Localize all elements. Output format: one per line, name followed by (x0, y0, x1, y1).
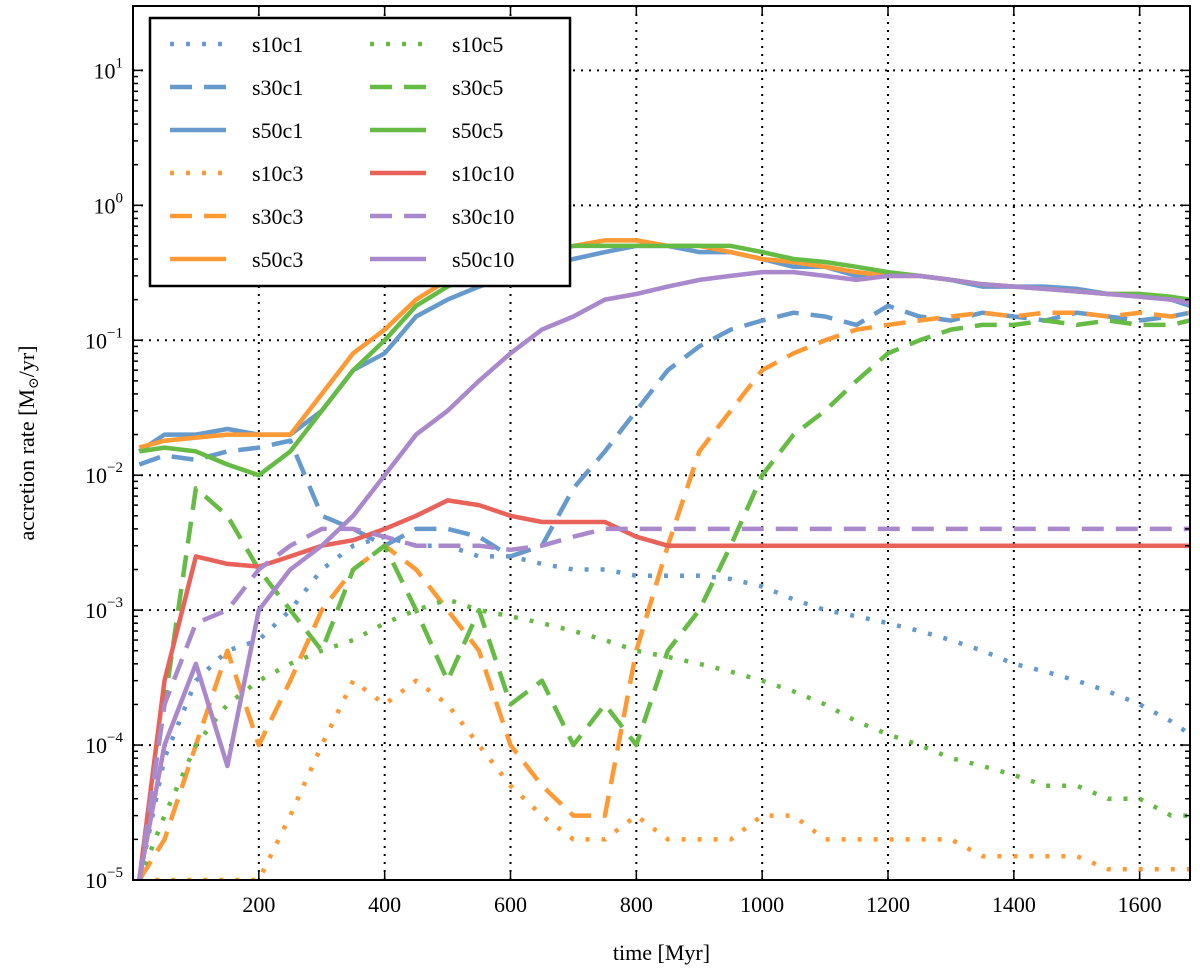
legend-label-s30c5: s30c5 (452, 75, 503, 100)
legend-label-s10c5: s10c5 (452, 32, 503, 57)
y-tick-label: 100 (94, 190, 124, 218)
y-tick-label: 10−3 (85, 595, 123, 623)
x-tick-label: 1000 (740, 892, 784, 917)
legend-box (148, 16, 572, 288)
series-s30c1 (138, 303, 1190, 559)
y-tick-label: 101 (94, 55, 124, 83)
series-s10c3 (139, 678, 1190, 880)
x-tick-label: 200 (242, 892, 275, 917)
x-tick-label: 1400 (992, 892, 1036, 917)
x-tick-label: 1200 (866, 892, 910, 917)
y-axis-label-main: accretion rate [M (14, 389, 39, 540)
y-tick-base: 10 (85, 598, 107, 623)
y-tick-base: 10 (85, 868, 107, 893)
y-tick-base: 10 (85, 733, 107, 758)
x-tick-label: 1600 (1118, 892, 1162, 917)
y-tick-base: 10 (94, 58, 116, 83)
series-s10c10 (137, 498, 1190, 880)
y-tick-base: 10 (85, 463, 107, 488)
y-tick-exponent: −1 (107, 325, 123, 341)
y-tick-exponent: −4 (107, 730, 123, 746)
y-tick-exponent: 1 (116, 55, 124, 71)
x-axis-label: time [Myr] (613, 940, 710, 965)
x-tick-label: 600 (494, 892, 527, 917)
y-tick-exponent: −2 (107, 460, 123, 476)
legend-label-s10c3: s10c3 (252, 161, 303, 186)
legend-label-s30c3: s30c3 (252, 204, 303, 229)
y-axis-label: accretion rate [M⊙/yr] (14, 346, 42, 541)
legend-label-s50c5: s50c5 (452, 118, 503, 143)
series-s50c10 (137, 269, 1190, 880)
legend-label-s50c3: s50c3 (252, 247, 303, 272)
legend-label-s10c10: s10c10 (452, 161, 514, 186)
legend-label-s30c1: s30c1 (252, 75, 303, 100)
series-s30c5 (137, 318, 1190, 880)
y-tick-label: 10−1 (85, 325, 123, 353)
y-axis-label-tail: /yr] (14, 346, 39, 378)
legend: s10c1 s30c1 s50c1 s10c3 s30c3 s50c3 s10c5 s30c5… (148, 16, 572, 288)
legend-label-s50c10: s50c10 (452, 247, 514, 272)
y-tick-exponent: −3 (107, 595, 123, 611)
plot-frame (132, 5, 1191, 881)
y-tick-base: 10 (94, 193, 116, 218)
y-tick-exponent: 0 (116, 190, 124, 206)
y-tick-label: 10−5 (85, 865, 123, 893)
legend-label-s10c1: s10c1 (252, 32, 303, 57)
legend-label-s30c10: s30c10 (452, 204, 514, 229)
y-tick-exponent: −5 (107, 865, 123, 881)
x-tick-label: 800 (620, 892, 653, 917)
series-group (137, 238, 1190, 880)
y-tick-label: 10−2 (85, 460, 123, 488)
y-tick-label: 10−4 (85, 730, 123, 758)
series-s10c1 (137, 534, 1190, 880)
y-tick-base: 10 (85, 328, 107, 353)
legend-label-s50c1: s50c1 (252, 118, 303, 143)
series-s30c10 (137, 526, 1190, 880)
x-tick-label: 400 (368, 892, 401, 917)
axis-ticks: 200 400 600 800 1000 1200 1400 160010−510−410−3… (85, 6, 1190, 917)
y-axis-label-sun-symbol: ⊙ (27, 377, 42, 389)
